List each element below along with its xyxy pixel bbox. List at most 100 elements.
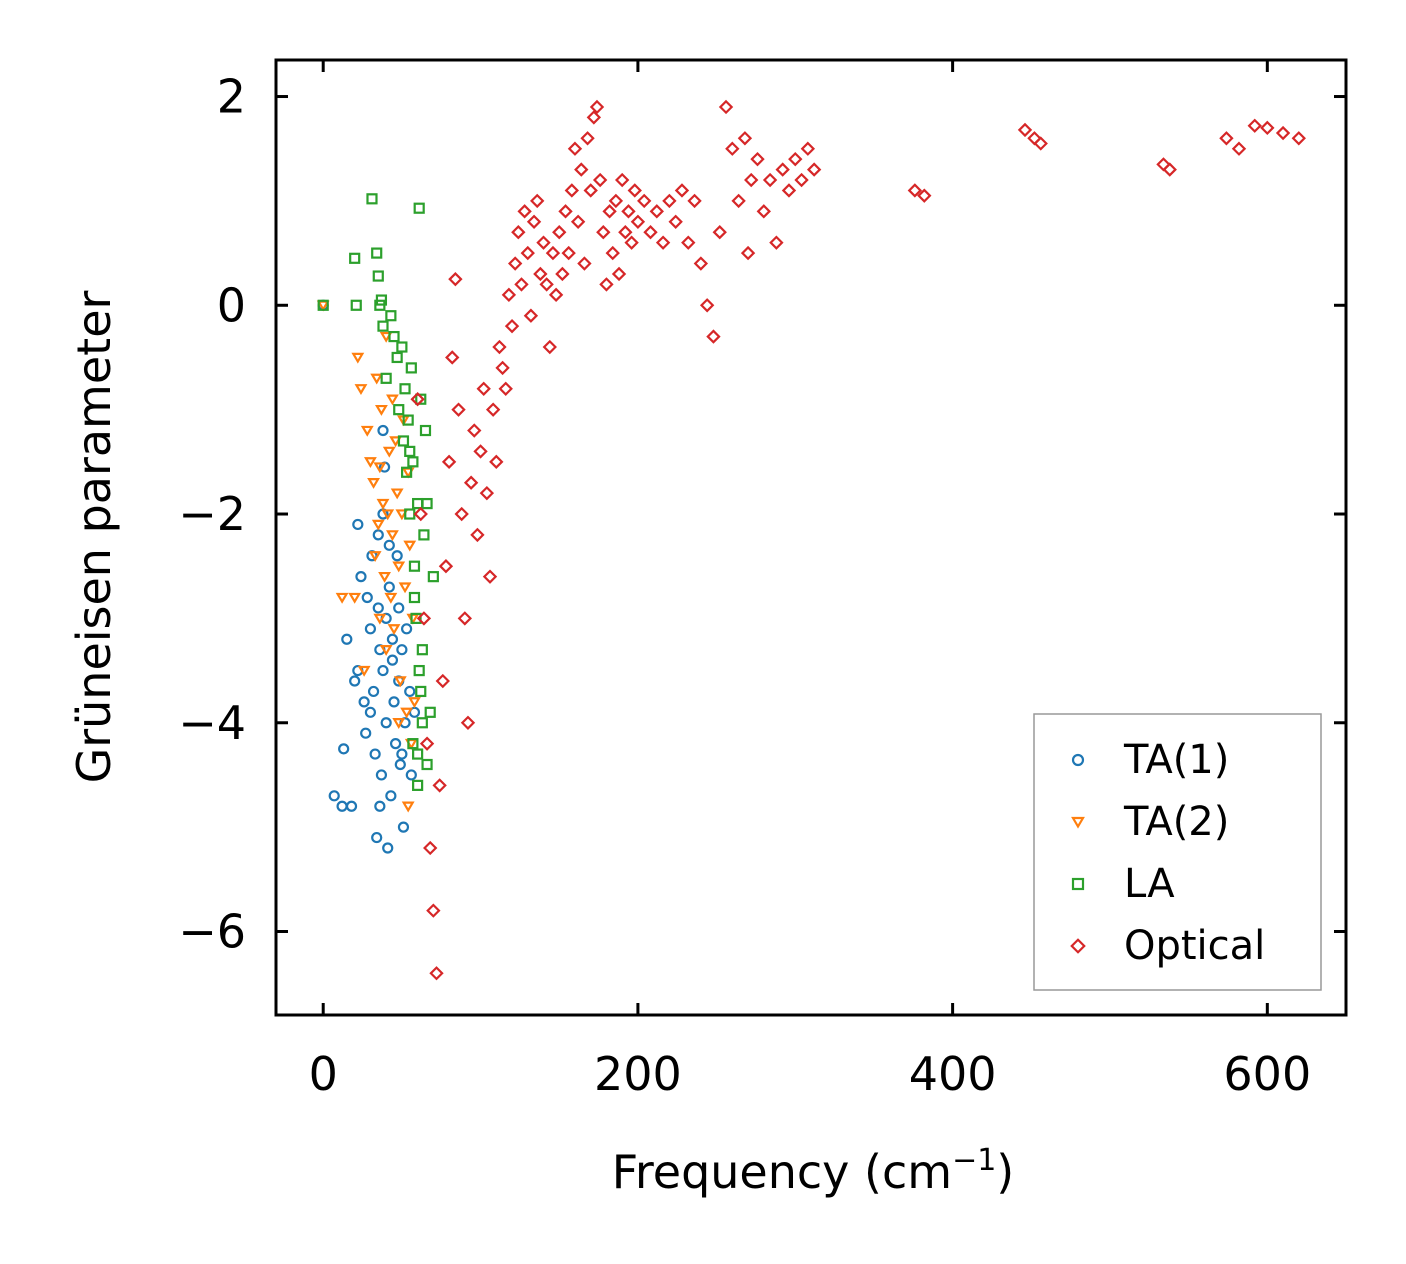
data-point xyxy=(392,561,406,573)
data-point xyxy=(383,539,395,551)
data-point xyxy=(1291,131,1306,146)
data-point xyxy=(435,673,450,689)
data-point xyxy=(349,675,361,687)
data-point xyxy=(463,475,479,490)
data-point xyxy=(375,769,388,781)
data-point xyxy=(419,736,435,751)
data-point xyxy=(539,277,554,292)
data-point xyxy=(586,110,602,125)
data-point xyxy=(737,131,753,146)
data-point xyxy=(602,204,617,219)
data-point xyxy=(328,790,340,802)
data-point xyxy=(448,271,463,287)
y-tick-label: 0 xyxy=(217,278,246,332)
data-point xyxy=(371,247,383,259)
data-point xyxy=(377,664,389,677)
legend-markers xyxy=(1070,753,1086,954)
data-point xyxy=(382,446,396,458)
data-point xyxy=(564,183,580,198)
data-point xyxy=(371,831,383,844)
data-point xyxy=(731,193,746,209)
data-point xyxy=(561,245,576,261)
data-point xyxy=(364,623,377,635)
data-point xyxy=(750,151,765,167)
data-point xyxy=(498,381,513,396)
data-point xyxy=(441,454,457,470)
data-point xyxy=(614,172,630,188)
data-point xyxy=(523,308,539,323)
data-point xyxy=(361,591,373,604)
legend-label-ta2: TA(2) xyxy=(1123,799,1229,845)
data-point xyxy=(391,351,403,364)
data-point xyxy=(398,582,412,594)
data-point xyxy=(618,225,633,240)
data-point xyxy=(476,381,491,396)
data-point xyxy=(377,424,389,437)
data-point xyxy=(542,339,557,355)
data-point xyxy=(382,842,394,854)
data-point xyxy=(781,183,797,198)
data-point xyxy=(386,633,399,645)
data-point xyxy=(351,352,365,364)
data-point xyxy=(381,509,395,521)
data-point xyxy=(545,245,561,261)
x-tick-label: 200 xyxy=(594,1047,682,1101)
data-point xyxy=(536,235,551,250)
data-point xyxy=(401,623,413,635)
x-tick-label: 600 xyxy=(1223,1047,1311,1101)
data-point xyxy=(352,518,364,531)
data-point xyxy=(367,478,380,489)
data-point xyxy=(744,172,759,188)
data-point xyxy=(624,235,639,250)
x-tick-label: 400 xyxy=(909,1047,997,1101)
data-point xyxy=(357,665,371,677)
data-point xyxy=(495,360,510,376)
data-point xyxy=(402,414,414,426)
data-point xyxy=(482,569,498,584)
data-point xyxy=(378,571,391,583)
data-point xyxy=(416,717,428,729)
y-tick-label: 2 xyxy=(217,70,246,124)
data-point xyxy=(520,245,535,261)
legend-label-optical: Optical xyxy=(1124,923,1265,969)
data-point xyxy=(349,252,361,264)
data-point xyxy=(1275,125,1291,141)
data-point xyxy=(570,214,586,229)
data-point xyxy=(385,790,397,802)
data-point xyxy=(408,591,421,604)
data-point xyxy=(421,758,433,771)
data-point xyxy=(1231,141,1247,156)
data-point xyxy=(627,183,642,198)
data-point xyxy=(1247,118,1262,133)
legend-label-ta1: TA(1) xyxy=(1123,737,1229,783)
data-point xyxy=(1219,131,1234,146)
data-point xyxy=(432,778,447,793)
series-la xyxy=(317,193,439,791)
data-point xyxy=(383,581,395,593)
data-point xyxy=(501,287,517,303)
data-point xyxy=(526,214,542,229)
data-point xyxy=(413,202,425,214)
data-point xyxy=(649,204,664,219)
data-point xyxy=(800,141,816,156)
data-point xyxy=(630,214,646,229)
data-point xyxy=(373,613,387,625)
data-point xyxy=(907,183,923,198)
data-point xyxy=(380,717,392,729)
x-axis-title: Frequency (cm−1) xyxy=(612,1143,1015,1199)
data-point xyxy=(577,256,592,271)
data-point xyxy=(485,402,501,417)
data-point xyxy=(396,644,408,656)
data-point xyxy=(400,707,414,719)
data-point xyxy=(375,404,388,416)
legend-marker-circle-icon xyxy=(1071,753,1085,767)
data-point xyxy=(374,800,386,812)
series-optical xyxy=(410,99,1306,981)
data-point xyxy=(454,506,469,522)
data-point xyxy=(643,225,658,240)
data-point xyxy=(396,341,408,353)
legend-marker-diamond-icon xyxy=(1070,938,1086,954)
data-point xyxy=(370,373,384,385)
data-point xyxy=(405,362,417,374)
data-point xyxy=(1017,122,1033,138)
